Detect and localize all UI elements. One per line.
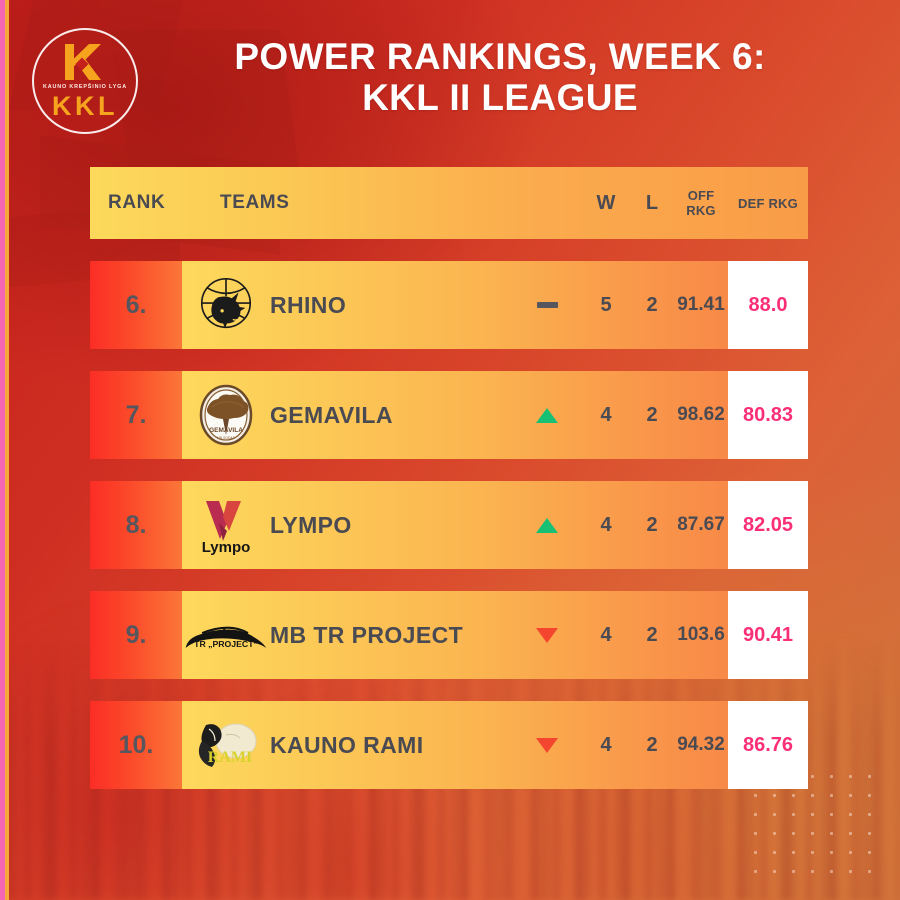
rank-value: 8. (90, 481, 182, 569)
wins-value: 4 (600, 513, 612, 536)
svg-text:Lympo: Lympo (202, 539, 251, 556)
left-edge-accent-stripes (0, 0, 9, 900)
column-header-off-rkg: OFF RKG (686, 188, 716, 218)
table-row[interactable]: 9. TR „PROJECT“ MB TR PROJECT 4 2 103.6 … (90, 591, 808, 679)
edge-stripe-yellow (5, 0, 9, 900)
rank-value: 10. (90, 701, 182, 789)
off-rkg-value: 98.62 (677, 404, 725, 425)
svg-text:GEMAVILA: GEMAVILA (209, 427, 243, 434)
column-header-def-rkg: DEF RKG (738, 195, 798, 211)
team-name: KAUNO RAMI (270, 731, 424, 758)
def-rkg-value: 86.76 (728, 701, 808, 789)
team-name: RHINO (270, 291, 347, 318)
table-row[interactable]: 6. RHINO 5 2 91.41 (90, 261, 808, 349)
column-header-teams: TEAMS (220, 192, 290, 213)
off-rkg-value: 91.41 (677, 294, 725, 315)
trend-indicator-down (512, 737, 582, 753)
trend-indicator-up (512, 517, 582, 533)
wins-value: 4 (600, 733, 612, 756)
header: KAUNO KREPŠINIO LYGA KKL POWER RANKINGS,… (0, 0, 900, 165)
table-row[interactable]: 7. GEMAVILA MB SODAS GEMAVILA 4 2 98.62 … (90, 371, 808, 459)
rank-value: 9. (90, 591, 182, 679)
title-line-1: POWER RANKINGS, WEEK 6: (234, 36, 766, 77)
kkl-k-monogram-icon (65, 44, 101, 80)
trend-indicator-same (512, 302, 582, 308)
kkl-logo-abbr: KKL (52, 91, 118, 121)
lympo-v-logo-icon: Lympo (182, 481, 270, 569)
column-header-losses: L (645, 191, 659, 214)
rank-value: 7. (90, 371, 182, 459)
def-rkg-value: 90.41 (728, 591, 808, 679)
off-rkg-value: 103.6 (677, 624, 725, 645)
off-rkg-value: 94.32 (677, 734, 725, 755)
kkl-logo: KAUNO KREPŠINIO LYGA KKL (32, 28, 138, 134)
trend-indicator-down (512, 627, 582, 643)
column-header-wins: W (596, 191, 616, 214)
def-rkg-value: 80.83 (728, 371, 808, 459)
wins-value: 5 (600, 293, 612, 316)
losses-value: 2 (646, 403, 658, 426)
svg-text:MB SODAS: MB SODAS (217, 436, 236, 440)
svg-text:TR „PROJECT“: TR „PROJECT“ (194, 639, 258, 649)
kauno-rami-logo-icon: RAMI (182, 701, 270, 789)
def-rkg-value: 82.05 (728, 481, 808, 569)
team-name: LYMPO (270, 511, 352, 538)
def-rkg-value: 88.0 (728, 261, 808, 349)
edge-stripe-pink (0, 0, 5, 900)
off-rkg-value: 87.67 (677, 514, 725, 535)
losses-value: 2 (646, 293, 658, 316)
losses-value: 2 (646, 623, 658, 646)
team-name: GEMAVILA (270, 401, 393, 428)
svg-text:RAMI: RAMI (208, 749, 252, 766)
gemavila-tree-logo-icon: GEMAVILA MB SODAS (182, 371, 270, 459)
rhino-basketball-logo-icon (182, 261, 270, 349)
column-header-rank: RANK (108, 192, 166, 213)
wins-value: 4 (600, 623, 612, 646)
table-row[interactable]: 8. Lympo LYMPO 4 2 87.67 82.05 (90, 481, 808, 569)
table-row[interactable]: 10. RAMI KAUNO RAMI 4 2 94.32 86.76 (90, 701, 808, 789)
page-title: POWER RANKINGS, WEEK 6: KKL II LEAGUE (150, 36, 850, 119)
losses-value: 2 (646, 733, 658, 756)
team-name: MB TR PROJECT (270, 621, 464, 648)
title-line-2: KKL II LEAGUE (362, 77, 638, 119)
trend-indicator-up (512, 407, 582, 423)
tr-project-car-logo-icon: TR „PROJECT“ (182, 591, 270, 679)
kkl-logo-tagline: KAUNO KREPŠINIO LYGA (43, 84, 127, 90)
power-rankings-table: RANK TEAMS W L OFF RKG DEF RKG 6. (90, 167, 808, 789)
losses-value: 2 (646, 513, 658, 536)
wins-value: 4 (600, 403, 612, 426)
rank-value: 6. (90, 261, 182, 349)
table-header-row: RANK TEAMS W L OFF RKG DEF RKG (90, 167, 808, 239)
